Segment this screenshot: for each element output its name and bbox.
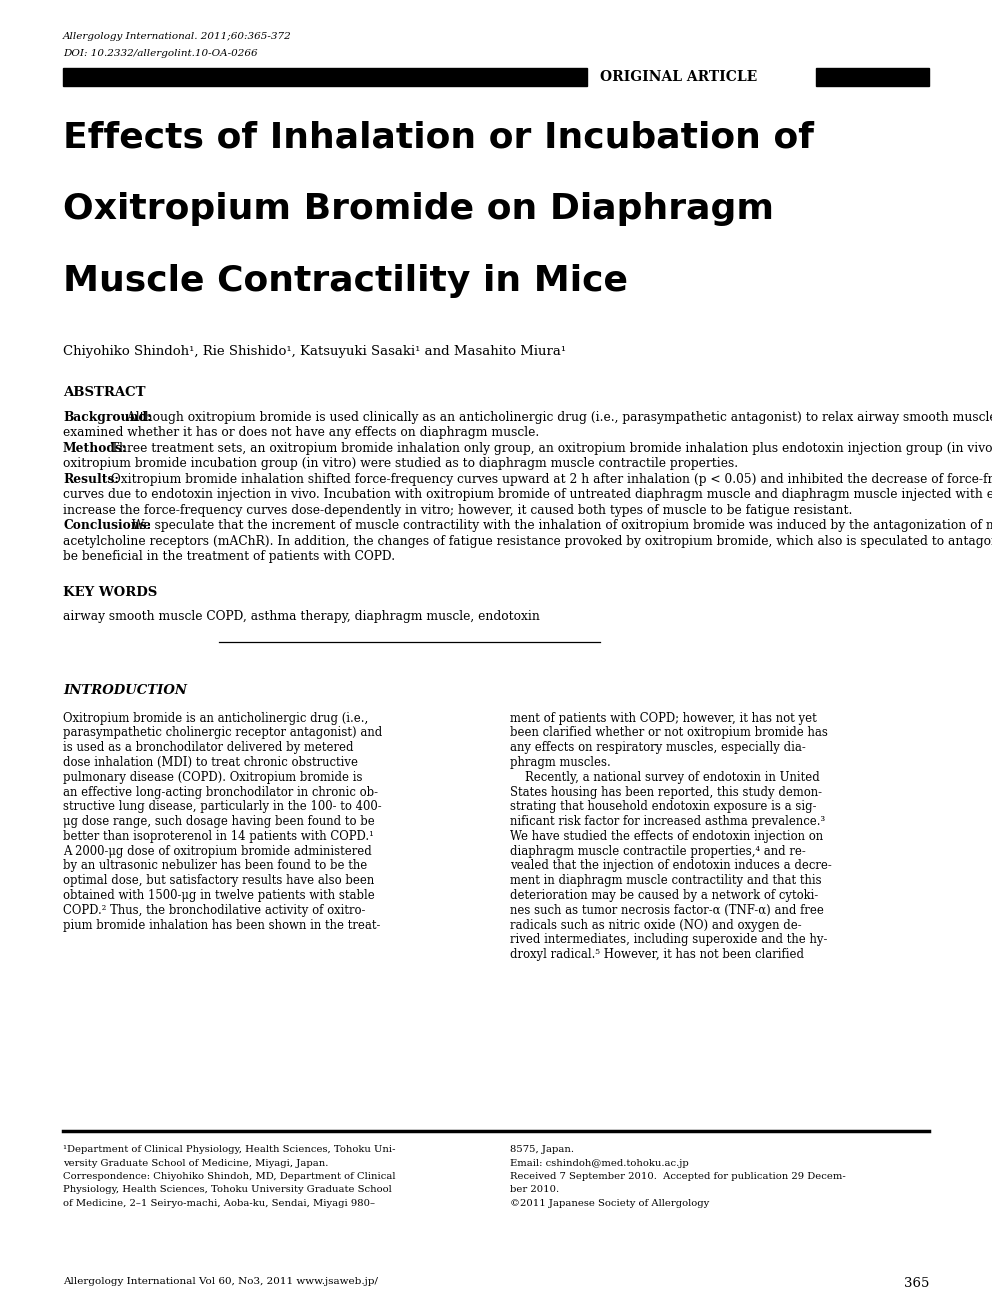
Text: Muscle Contractility in Mice: Muscle Contractility in Mice xyxy=(63,265,628,299)
Text: Three treatment sets, an oxitropium bromide inhalation only group, an oxitropium: Three treatment sets, an oxitropium brom… xyxy=(106,442,992,455)
Text: deterioration may be caused by a network of cytoki-: deterioration may be caused by a network… xyxy=(510,889,818,902)
Text: rived intermediates, including superoxide and the hy-: rived intermediates, including superoxid… xyxy=(510,934,827,947)
Text: Email: cshindoh@med.tohoku.ac.jp: Email: cshindoh@med.tohoku.ac.jp xyxy=(510,1159,688,1168)
Text: COPD.² Thus, the bronchodilative activity of oxitro-: COPD.² Thus, the bronchodilative activit… xyxy=(63,904,365,917)
Text: Chiyohiko Shindoh¹, Rie Shishido¹, Katsuyuki Sasaki¹ and Masahito Miura¹: Chiyohiko Shindoh¹, Rie Shishido¹, Katsu… xyxy=(63,344,566,357)
Text: by an ultrasonic nebulizer has been found to be the: by an ultrasonic nebulizer has been foun… xyxy=(63,860,367,873)
Text: nes such as tumor necrosis factor-α (TNF-α) and free: nes such as tumor necrosis factor-α (TNF… xyxy=(510,904,824,917)
Text: Allergology International Vol 60, No3, 2011 www.jsaweb.jp/: Allergology International Vol 60, No3, 2… xyxy=(63,1277,378,1286)
Text: strating that household endotoxin exposure is a sig-: strating that household endotoxin exposu… xyxy=(510,800,816,813)
Text: Although oxitropium bromide is used clinically as an anticholinergic drug (i.e.,: Although oxitropium bromide is used clin… xyxy=(123,410,992,423)
Text: States housing has been reported, this study demon-: States housing has been reported, this s… xyxy=(510,786,822,799)
Text: is used as a bronchodilator delivered by metered: is used as a bronchodilator delivered by… xyxy=(63,742,353,755)
Text: Oxitropium bromide is an anticholinergic drug (i.e.,: Oxitropium bromide is an anticholinergic… xyxy=(63,712,368,725)
Text: ABSTRACT: ABSTRACT xyxy=(63,387,146,400)
Text: 365: 365 xyxy=(904,1277,929,1290)
Text: increase the force-frequency curves dose-dependently in vitro; however, it cause: increase the force-frequency curves dose… xyxy=(63,504,852,517)
Text: We have studied the effects of endotoxin injection on: We have studied the effects of endotoxin… xyxy=(510,830,823,843)
Text: phragm muscles.: phragm muscles. xyxy=(510,756,611,769)
Text: of Medicine, 2–1 Seiryo-machi, Aoba-ku, Sendai, Miyagi 980–: of Medicine, 2–1 Seiryo-machi, Aoba-ku, … xyxy=(63,1199,375,1208)
Text: ©2011 Japanese Society of Allergology: ©2011 Japanese Society of Allergology xyxy=(510,1199,709,1208)
Text: 8575, Japan.: 8575, Japan. xyxy=(510,1144,574,1154)
Text: acetylcholine receptors (mAChR). In addition, the changes of fatigue resistance : acetylcholine receptors (mAChR). In addi… xyxy=(63,534,992,547)
Text: airway smooth muscle COPD, asthma therapy, diaphragm muscle, endotoxin: airway smooth muscle COPD, asthma therap… xyxy=(63,609,540,622)
Text: pulmonary disease (COPD). Oxitropium bromide is: pulmonary disease (COPD). Oxitropium bro… xyxy=(63,770,362,783)
Text: structive lung disease, particularly in the 100- to 400-: structive lung disease, particularly in … xyxy=(63,800,382,813)
Text: KEY WORDS: KEY WORDS xyxy=(63,586,158,599)
Text: Background:: Background: xyxy=(63,410,152,423)
Text: Allergology International. 2011;60:365-372: Allergology International. 2011;60:365-3… xyxy=(63,32,292,42)
Text: ment in diaphragm muscle contractility and that this: ment in diaphragm muscle contractility a… xyxy=(510,874,821,887)
Bar xyxy=(816,68,929,86)
Text: obtained with 1500-μg in twelve patients with stable: obtained with 1500-μg in twelve patients… xyxy=(63,889,375,902)
Text: optimal dose, but satisfactory results have also been: optimal dose, but satisfactory results h… xyxy=(63,874,374,887)
Text: oxitropium bromide incubation group (in vitro) were studied as to diaphragm musc: oxitropium bromide incubation group (in … xyxy=(63,457,738,470)
Text: ¹Department of Clinical Physiology, Health Sciences, Tohoku Uni-: ¹Department of Clinical Physiology, Heal… xyxy=(63,1144,396,1154)
Text: been clarified whether or not oxitropium bromide has: been clarified whether or not oxitropium… xyxy=(510,726,828,739)
Text: dose inhalation (MDI) to treat chronic obstructive: dose inhalation (MDI) to treat chronic o… xyxy=(63,756,358,769)
Text: Effects of Inhalation or Incubation of: Effects of Inhalation or Incubation of xyxy=(63,121,814,155)
Text: We speculate that the increment of muscle contractility with the inhalation of o: We speculate that the increment of muscl… xyxy=(128,520,992,533)
Text: vealed that the injection of endotoxin induces a decre-: vealed that the injection of endotoxin i… xyxy=(510,860,831,873)
Text: Oxitropium bromide inhalation shifted force-frequency curves upward at 2 h after: Oxitropium bromide inhalation shifted fo… xyxy=(106,473,992,486)
Text: Correspondence: Chiyohiko Shindoh, MD, Department of Clinical: Correspondence: Chiyohiko Shindoh, MD, D… xyxy=(63,1172,396,1181)
Text: Received 7 September 2010.  Accepted for publication 29 Decem-: Received 7 September 2010. Accepted for … xyxy=(510,1172,846,1181)
Text: ORIGINAL ARTICLE: ORIGINAL ARTICLE xyxy=(600,70,757,83)
Text: be beneficial in the treatment of patients with COPD.: be beneficial in the treatment of patien… xyxy=(63,549,395,562)
Text: droxyl radical.⁵ However, it has not been clarified: droxyl radical.⁵ However, it has not bee… xyxy=(510,948,804,961)
Text: curves due to endotoxin injection in vivo. Incubation with oxitropium bromide of: curves due to endotoxin injection in viv… xyxy=(63,488,992,501)
Text: Recently, a national survey of endotoxin in United: Recently, a national survey of endotoxin… xyxy=(510,770,819,783)
Text: Oxitropium Bromide on Diaphragm: Oxitropium Bromide on Diaphragm xyxy=(63,192,774,226)
Text: any effects on respiratory muscles, especially dia-: any effects on respiratory muscles, espe… xyxy=(510,742,806,755)
Text: Conclusions:: Conclusions: xyxy=(63,520,151,533)
Text: an effective long-acting bronchodilator in chronic ob-: an effective long-acting bronchodilator … xyxy=(63,786,378,799)
Text: A 2000-μg dose of oxitropium bromide administered: A 2000-μg dose of oxitropium bromide adm… xyxy=(63,844,372,857)
Text: versity Graduate School of Medicine, Miyagi, Japan.: versity Graduate School of Medicine, Miy… xyxy=(63,1159,328,1168)
Text: ber 2010.: ber 2010. xyxy=(510,1186,559,1195)
Text: diaphragm muscle contractile properties,⁴ and re-: diaphragm muscle contractile properties,… xyxy=(510,844,806,857)
Text: DOI: 10.2332/allergolint.10-OA-0266: DOI: 10.2332/allergolint.10-OA-0266 xyxy=(63,49,258,58)
Bar xyxy=(63,68,587,86)
Text: Physiology, Health Sciences, Tohoku University Graduate School: Physiology, Health Sciences, Tohoku Univ… xyxy=(63,1186,392,1195)
Text: INTRODUCTION: INTRODUCTION xyxy=(63,683,187,696)
Text: pium bromide inhalation has been shown in the treat-: pium bromide inhalation has been shown i… xyxy=(63,918,380,931)
Text: Results:: Results: xyxy=(63,473,119,486)
Text: Methods:: Methods: xyxy=(63,442,127,455)
Text: μg dose range, such dosage having been found to be: μg dose range, such dosage having been f… xyxy=(63,814,375,827)
Text: nificant risk factor for increased asthma prevalence.³: nificant risk factor for increased asthm… xyxy=(510,814,825,827)
Text: ment of patients with COPD; however, it has not yet: ment of patients with COPD; however, it … xyxy=(510,712,816,725)
Text: better than isoproterenol in 14 patients with COPD.¹: better than isoproterenol in 14 patients… xyxy=(63,830,374,843)
Text: examined whether it has or does not have any effects on diaphragm muscle.: examined whether it has or does not have… xyxy=(63,426,540,439)
Text: parasympathetic cholinergic receptor antagonist) and: parasympathetic cholinergic receptor ant… xyxy=(63,726,382,739)
Text: radicals such as nitric oxide (NO) and oxygen de-: radicals such as nitric oxide (NO) and o… xyxy=(510,918,802,931)
